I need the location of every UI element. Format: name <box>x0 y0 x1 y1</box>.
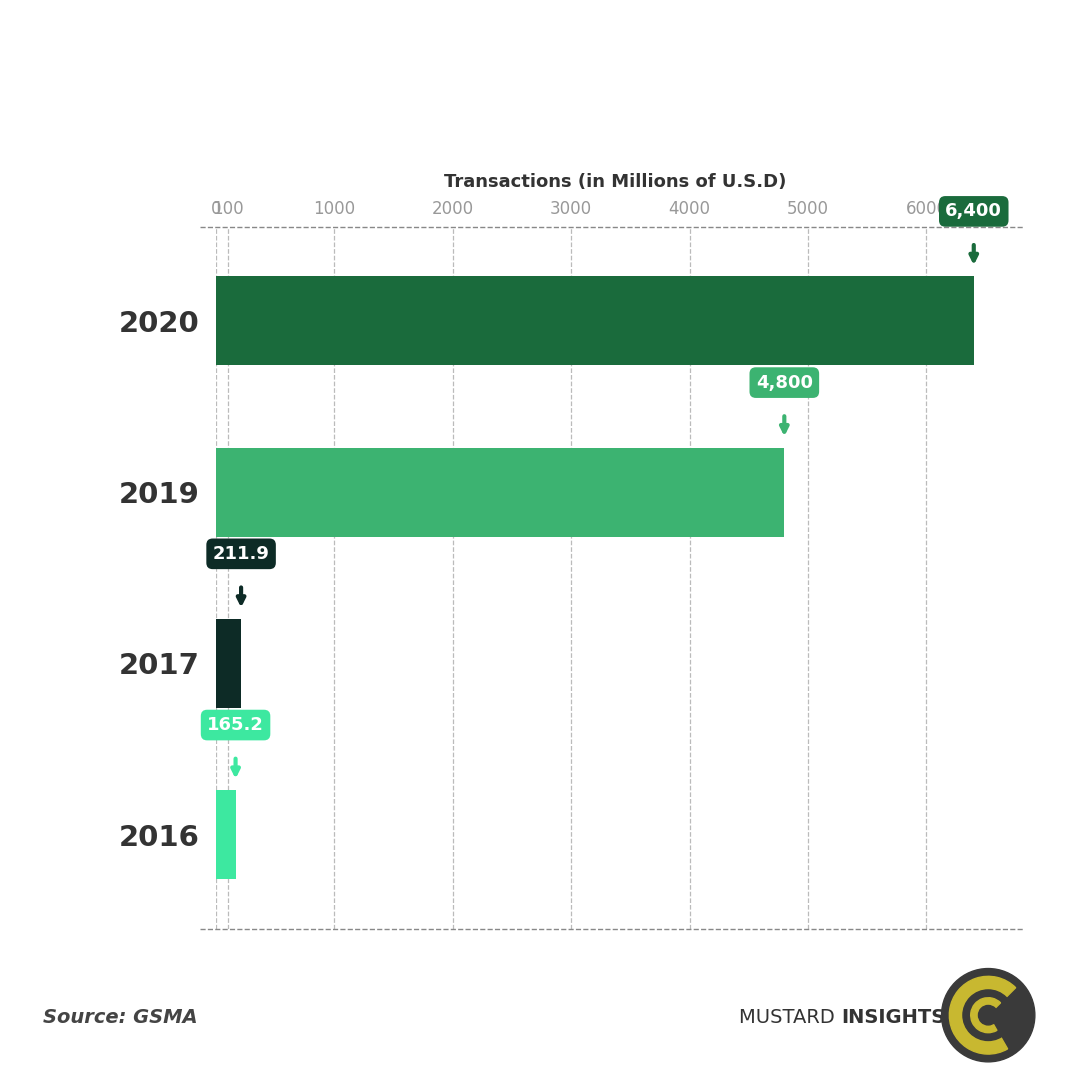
Bar <box>216 276 974 365</box>
Text: INSIGHTS: INSIGHTS <box>841 1009 946 1027</box>
Bar <box>216 791 235 879</box>
Circle shape <box>942 969 1035 1062</box>
Text: 165.2: 165.2 <box>207 716 264 734</box>
Bar <box>216 619 241 707</box>
Circle shape <box>978 1005 998 1025</box>
Text: Source: GSMA: Source: GSMA <box>43 1009 198 1027</box>
Text: VOLUME OF MOBILE MONEY TRANSACTIONS: VOLUME OF MOBILE MONEY TRANSACTIONS <box>76 59 972 93</box>
Text: IN WEST AFRICA FROM 2016 TO 2020: IN WEST AFRICA FROM 2016 TO 2020 <box>76 109 835 143</box>
Wedge shape <box>949 976 1015 1054</box>
Bar <box>216 448 784 537</box>
Text: 6,400: 6,400 <box>945 202 1002 220</box>
Text: 211.9: 211.9 <box>213 544 270 563</box>
Text: 4,800: 4,800 <box>756 374 813 392</box>
Wedge shape <box>971 998 1000 1032</box>
Circle shape <box>963 990 1013 1040</box>
X-axis label: Transactions (in Millions of U.S.D): Transactions (in Millions of U.S.D) <box>444 173 787 190</box>
Text: MUSTARD: MUSTARD <box>740 1009 841 1027</box>
